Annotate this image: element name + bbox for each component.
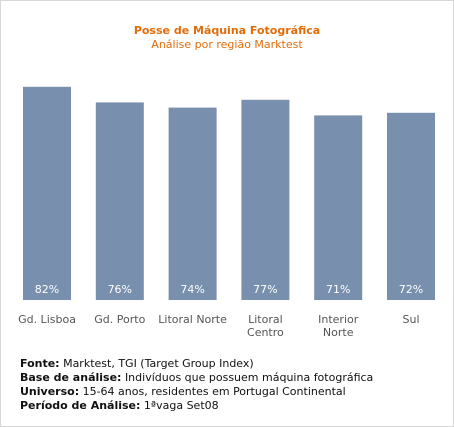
category-label: Gd. Porto [94,313,145,326]
category-label: Gd. Lisboa [18,313,76,326]
note-period: Período de Análise: 1ªvaga Set08 [20,399,373,413]
chart-notes: Fonte: Marktest, TGI (Target Group Index… [20,357,373,413]
bar-value-label: 82% [35,283,59,296]
bar [23,87,71,300]
category-label: Centro [247,326,284,339]
bar-value-label: 77% [253,283,277,296]
bar [387,113,435,300]
note-universe-value: 15-64 anos, residentes em Portugal Conti… [83,385,346,398]
category-label: Norte [323,326,354,339]
bar [96,102,144,300]
note-source-value: Marktest, TGI (Target Group Index) [63,357,254,370]
note-source-key: Fonte: [20,357,60,370]
note-period-value: 1ªvaga Set08 [144,399,219,412]
category-label: Sul [402,313,419,326]
bar [169,108,217,300]
note-universe: Universo: 15-64 anos, residentes em Port… [20,385,373,399]
note-base: Base de análise: Indivíduos que possuem … [20,371,373,385]
category-label: Litoral [248,313,283,326]
bar-value-label: 71% [326,283,350,296]
bar [241,100,289,300]
bar [314,115,362,300]
category-label: Litoral Norte [158,313,227,326]
note-source: Fonte: Marktest, TGI (Target Group Index… [20,357,373,371]
category-label: Interior [318,313,359,326]
note-base-value: Indivíduos que possuem máquina fotográfi… [125,371,373,384]
note-universe-key: Universo: [20,385,79,398]
bar-value-label: 72% [399,283,423,296]
note-period-key: Período de Análise: [20,399,140,412]
note-base-key: Base de análise: [20,371,121,384]
bar-value-label: 74% [180,283,204,296]
bar-value-label: 76% [108,283,132,296]
